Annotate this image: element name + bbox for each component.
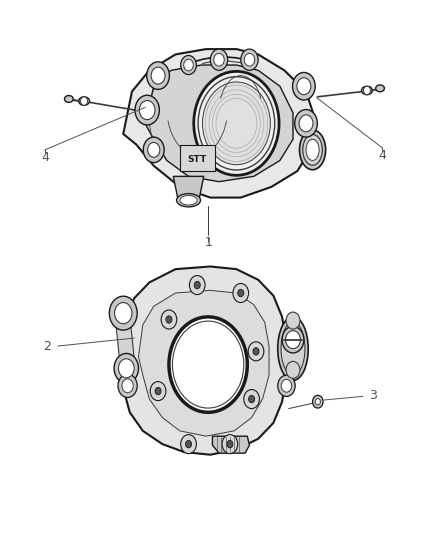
Circle shape bbox=[198, 77, 275, 170]
Circle shape bbox=[169, 317, 247, 413]
Circle shape bbox=[299, 115, 313, 132]
Text: STT: STT bbox=[187, 155, 206, 164]
Ellipse shape bbox=[376, 85, 385, 92]
Ellipse shape bbox=[79, 97, 89, 106]
Text: 3: 3 bbox=[370, 389, 378, 402]
Circle shape bbox=[293, 72, 315, 100]
Circle shape bbox=[295, 110, 318, 137]
Circle shape bbox=[249, 395, 254, 403]
Circle shape bbox=[286, 330, 300, 349]
Circle shape bbox=[244, 53, 254, 66]
Circle shape bbox=[286, 361, 300, 378]
Ellipse shape bbox=[361, 86, 372, 95]
Circle shape bbox=[222, 434, 238, 454]
Circle shape bbox=[202, 82, 270, 165]
Circle shape bbox=[150, 382, 166, 401]
Circle shape bbox=[364, 86, 371, 95]
Circle shape bbox=[118, 374, 137, 398]
Circle shape bbox=[278, 375, 295, 397]
Circle shape bbox=[155, 387, 161, 395]
Circle shape bbox=[194, 71, 279, 175]
Circle shape bbox=[248, 342, 264, 361]
Circle shape bbox=[286, 312, 300, 329]
Circle shape bbox=[185, 440, 191, 448]
Circle shape bbox=[151, 67, 165, 84]
Circle shape bbox=[241, 49, 258, 70]
Circle shape bbox=[253, 348, 259, 355]
Ellipse shape bbox=[303, 134, 322, 165]
Polygon shape bbox=[116, 324, 134, 358]
Text: 4: 4 bbox=[41, 151, 49, 164]
Circle shape bbox=[161, 310, 177, 329]
Polygon shape bbox=[121, 266, 286, 455]
Circle shape bbox=[244, 390, 259, 409]
Circle shape bbox=[210, 49, 228, 70]
Circle shape bbox=[281, 379, 292, 392]
Circle shape bbox=[115, 303, 132, 324]
Circle shape bbox=[189, 276, 205, 295]
Ellipse shape bbox=[64, 95, 73, 102]
Polygon shape bbox=[123, 49, 315, 198]
Circle shape bbox=[148, 142, 160, 157]
Circle shape bbox=[181, 55, 196, 75]
Circle shape bbox=[135, 95, 159, 125]
Ellipse shape bbox=[180, 196, 197, 205]
Circle shape bbox=[81, 97, 88, 106]
Circle shape bbox=[297, 78, 311, 95]
Circle shape bbox=[313, 395, 323, 408]
Circle shape bbox=[238, 289, 244, 297]
Polygon shape bbox=[173, 176, 204, 198]
Circle shape bbox=[315, 399, 321, 405]
Ellipse shape bbox=[177, 193, 201, 207]
Circle shape bbox=[122, 379, 133, 393]
Circle shape bbox=[184, 59, 193, 71]
Circle shape bbox=[143, 137, 164, 163]
Circle shape bbox=[118, 359, 134, 378]
Ellipse shape bbox=[278, 317, 308, 381]
Polygon shape bbox=[145, 65, 293, 182]
Circle shape bbox=[282, 326, 304, 353]
Ellipse shape bbox=[306, 139, 319, 160]
Ellipse shape bbox=[300, 130, 325, 169]
Circle shape bbox=[173, 321, 244, 408]
Text: 2: 2 bbox=[43, 340, 51, 352]
Circle shape bbox=[227, 440, 233, 448]
Circle shape bbox=[166, 316, 172, 323]
Circle shape bbox=[110, 296, 137, 330]
Circle shape bbox=[147, 62, 170, 90]
Polygon shape bbox=[212, 436, 250, 453]
Ellipse shape bbox=[281, 322, 305, 375]
Circle shape bbox=[194, 281, 200, 289]
Circle shape bbox=[139, 101, 155, 119]
Circle shape bbox=[181, 434, 196, 454]
Circle shape bbox=[114, 353, 138, 383]
Polygon shape bbox=[138, 290, 269, 436]
Circle shape bbox=[214, 53, 224, 66]
Text: 1: 1 bbox=[204, 236, 212, 249]
Circle shape bbox=[233, 284, 249, 303]
Polygon shape bbox=[180, 144, 215, 171]
Text: 4: 4 bbox=[378, 149, 386, 161]
